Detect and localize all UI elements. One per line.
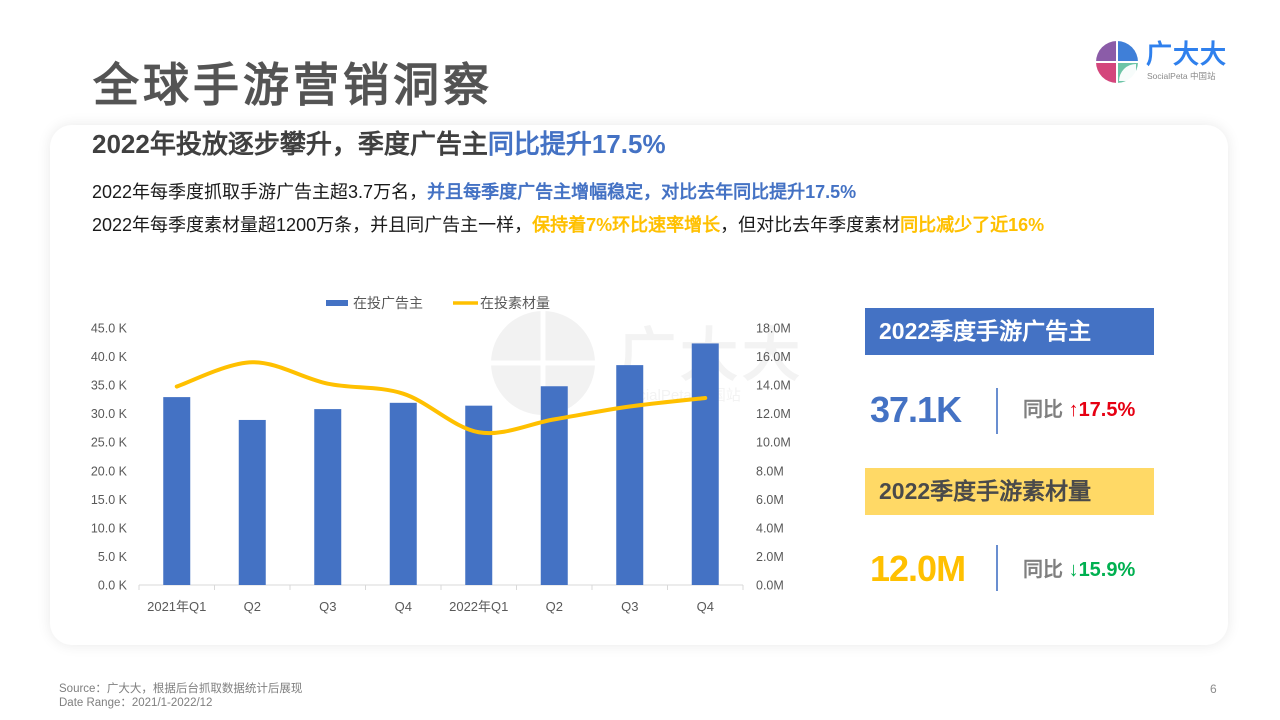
page-title: 全球手游营销洞察 — [93, 59, 493, 111]
y-left-tick-label: 20.0 K — [91, 464, 128, 478]
y-axis-left: 0.0 K 5.0 K 10.0 K 15.0 K 20.0 K 25.0 K 30.0 K… — [91, 322, 128, 593]
x-category-label: 2021年Q1 — [147, 599, 206, 614]
line1-highlight: 并且每季度广告主增幅稳定，对比去年同比提升17.5% — [427, 182, 857, 202]
yoy-label: 同比 — [1023, 559, 1063, 581]
page-number: 6 — [1210, 682, 1217, 696]
kpi-creatives-value: 12.0M — [870, 548, 966, 589]
x-axis: 2021年Q1 Q2 Q3 Q4 2022年Q1 Q2 Q3 Q4 — [138, 584, 744, 614]
y-left-tick-label: 0.0 K — [98, 579, 128, 593]
y-right-tick-label: 2.0M — [756, 550, 784, 564]
arrow-up-icon: ↑ — [1068, 399, 1079, 421]
bar — [163, 397, 191, 585]
y-left-tick-label: 10.0 K — [91, 521, 128, 535]
x-category-label: Q4 — [697, 599, 714, 614]
line-series-creatives — [174, 360, 708, 436]
chart-legend: 在投广告主 在投素材量 — [326, 295, 550, 311]
kpi-divider — [996, 545, 998, 591]
line2-highlight-2: 同比减少了近16% — [900, 215, 1045, 235]
x-category-label: Q3 — [621, 599, 638, 614]
subtitle-plain: 2022年投放逐步攀升，季度广告主 — [92, 129, 488, 159]
x-category-label: Q2 — [244, 599, 261, 614]
bar — [616, 365, 644, 585]
kpi-advertisers-value: 37.1K — [870, 389, 962, 430]
y-right-tick-label: 4.0M — [756, 521, 784, 535]
section-subtitle: 2022年投放逐步攀升，季度广告主同比提升17.5% — [92, 126, 666, 162]
logo-name: 广大大 — [1146, 39, 1228, 69]
kpi-creatives-title: 2022季度手游素材量 — [865, 468, 1154, 515]
y-right-tick-label: 16.0M — [756, 350, 791, 364]
y-left-tick-label: 30.0 K — [91, 407, 128, 421]
line-path — [174, 360, 708, 436]
y-left-tick-label: 35.0 K — [91, 379, 128, 393]
yoy-change: 15.9% — [1078, 559, 1136, 581]
x-category-label: 2022年Q1 — [449, 599, 508, 614]
x-category-label: Q3 — [319, 599, 336, 614]
line2-part1: 2022年每季度素材量超1200万条，并且同广告主一样， — [92, 215, 533, 235]
y-right-tick-label: 10.0M — [756, 436, 791, 450]
insight-line-1: 2022年每季度抓取手游广告主超3.7万名，并且每季度广告主增幅稳定，对比去年同… — [92, 179, 856, 205]
y-left-tick-label: 5.0 K — [98, 550, 128, 564]
kpi-creatives-yoy: 同比 ↓15.9% — [1023, 555, 1135, 585]
y-left-tick-label: 15.0 K — [91, 493, 128, 507]
y-right-tick-label: 12.0M — [756, 407, 791, 421]
arrow-down-icon: ↓ — [1068, 559, 1079, 581]
kpi-advertisers-yoy: 同比 ↑17.5% — [1023, 395, 1135, 425]
x-category-label: Q4 — [395, 599, 412, 614]
line2-part2: ，但对比去年季度素材 — [720, 215, 901, 235]
bar — [691, 343, 719, 585]
y-right-tick-label: 6.0M — [756, 493, 784, 507]
y-left-tick-label: 45.0 K — [91, 322, 128, 336]
bar — [238, 419, 266, 585]
socialpeta-logo-icon — [1096, 41, 1138, 83]
line1-plain: 2022年每季度抓取手游广告主超3.7万名， — [92, 182, 428, 202]
y-right-tick-label: 18.0M — [756, 322, 791, 336]
legend-label-creatives: 在投素材量 — [480, 295, 550, 311]
yoy-change: 17.5% — [1078, 399, 1136, 421]
bar-series-advertisers — [163, 343, 719, 585]
y-right-tick-label: 14.0M — [756, 379, 791, 393]
line2-highlight-1: 保持着7%环比速率增长 — [532, 215, 721, 235]
legend-label-advertisers: 在投广告主 — [353, 295, 423, 311]
yoy-label: 同比 — [1023, 399, 1063, 421]
source-note: Source：广大大，根据后台抓取数据统计后展现 — [59, 683, 303, 695]
kpi-advertisers-title: 2022季度手游广告主 — [865, 308, 1154, 355]
y-left-tick-label: 40.0 K — [91, 350, 128, 364]
y-left-tick-label: 25.0 K — [91, 436, 128, 450]
date-range-note: Date Range：2021/1-2022/12 — [59, 697, 213, 709]
y-axis-right: 0.0M 2.0M 4.0M 6.0M 8.0M 10.0M 12.0M 14.0M 16.0M… — [756, 322, 791, 593]
subtitle-highlight: 同比提升17.5% — [487, 129, 666, 159]
logo-subtitle: SocialPeta 中国站 — [1147, 71, 1216, 81]
kpi-divider — [996, 388, 998, 434]
bar — [389, 402, 417, 585]
bar — [314, 409, 342, 585]
bar — [465, 405, 493, 585]
y-right-tick-label: 8.0M — [756, 464, 784, 478]
legend-bar-swatch — [326, 300, 348, 306]
y-right-tick-label: 0.0M — [756, 579, 784, 593]
x-category-label: Q2 — [546, 599, 563, 614]
insight-line-2: 2022年每季度素材量超1200万条，并且同广告主一样，保持着7%环比速率增长，… — [92, 212, 1044, 238]
